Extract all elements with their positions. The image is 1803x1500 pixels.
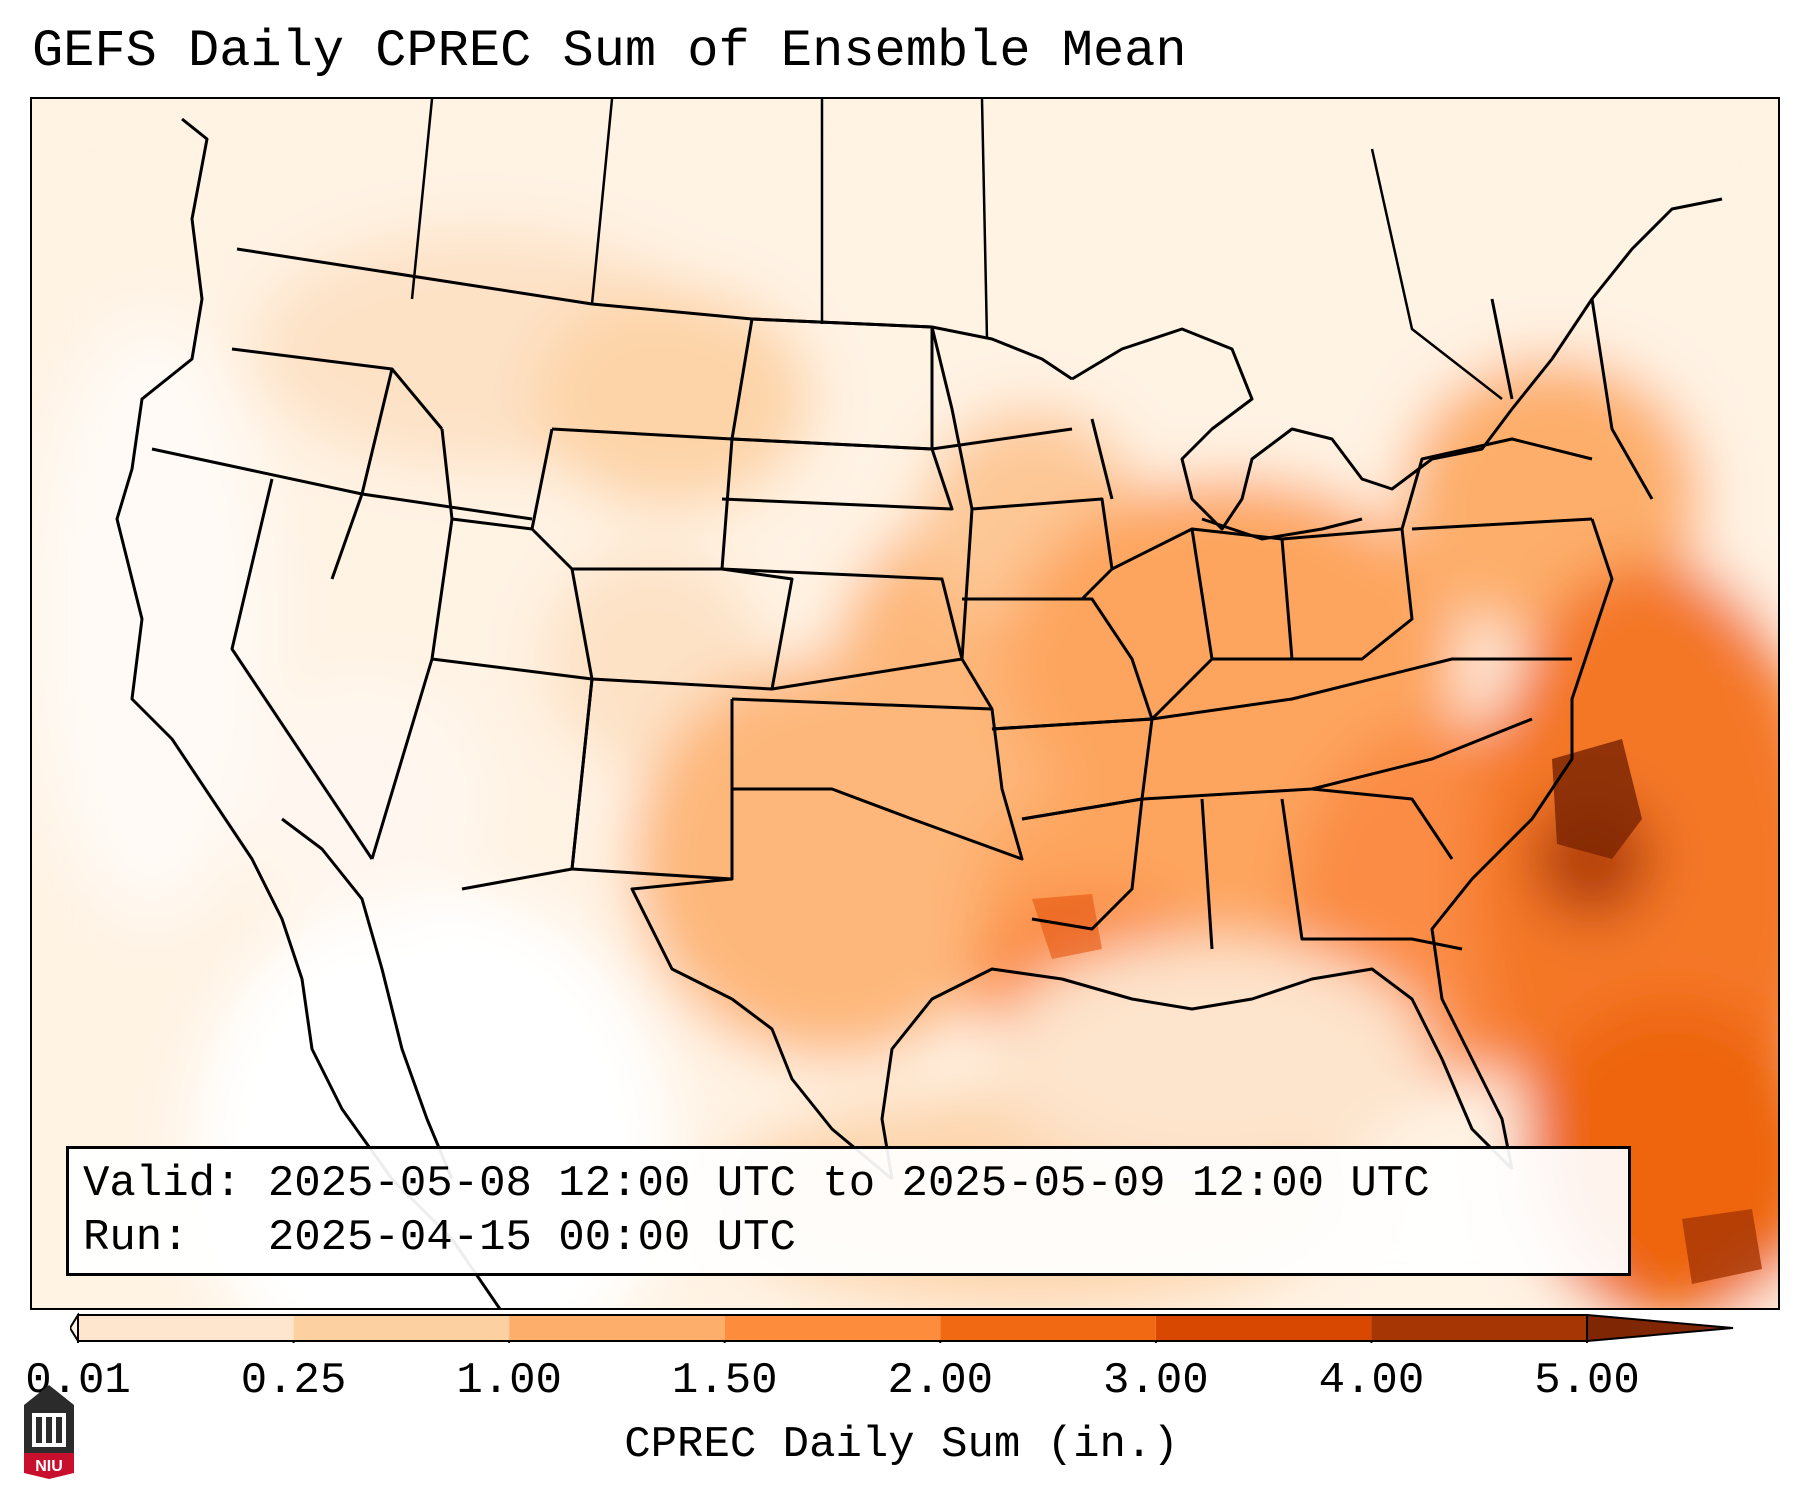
colorbar-segment <box>1155 1315 1372 1341</box>
colorbar-tick-label: 1.00 <box>456 1356 562 1406</box>
province-borders <box>410 99 1503 400</box>
info-box: Valid: 2025-05-08 12:00 UTC to 2025-05-0… <box>66 1146 1631 1276</box>
niu-logo-icon: NIU <box>24 1385 74 1479</box>
colorbar-segment <box>78 1315 294 1341</box>
state-borders <box>115 117 1723 1308</box>
colorbar-tick-label: 3.00 <box>1103 1356 1209 1406</box>
colorbar-extend-high <box>1586 1313 1734 1343</box>
colorbar-tick-label: 1.50 <box>671 1356 778 1406</box>
colorbar-label: CPREC Daily Sum (in.) <box>624 1420 1179 1470</box>
run-label: Run: <box>83 1213 189 1263</box>
colorbar-tick-label: 0.25 <box>240 1356 347 1406</box>
colorbar-tick-label: 5.00 <box>1534 1356 1640 1406</box>
valid-value: 2025-05-08 12:00 UTC to 2025-05-09 12:00… <box>267 1159 1430 1209</box>
valid-row: Valid: 2025-05-08 12:00 UTC to 2025-05-0… <box>83 1157 1614 1211</box>
run-row: Run: 2025-04-15 00:00 UTC <box>83 1211 1614 1265</box>
colorbar-extend-low <box>70 1313 79 1343</box>
run-value: 2025-04-15 00:00 UTC <box>267 1213 796 1263</box>
colorbar-segment <box>293 1315 510 1341</box>
colorbar-segment <box>1371 1315 1587 1341</box>
svg-text:NIU: NIU <box>35 1458 63 1475</box>
map-title: GEFS Daily CPREC Sum of Ensemble Mean <box>32 22 1187 81</box>
colorbar-segment <box>940 1315 1156 1341</box>
colorbar-tick-label: 2.00 <box>887 1356 994 1406</box>
colorbar <box>70 1313 1734 1343</box>
colorbar-outline <box>77 1314 1588 1342</box>
precipitation-map <box>30 97 1780 1310</box>
colorbar-segment <box>509 1315 725 1341</box>
colorbar-tick-label: 4.00 <box>1318 1356 1425 1406</box>
valid-label: Valid: <box>83 1159 242 1209</box>
colorbar-segment <box>724 1315 941 1341</box>
